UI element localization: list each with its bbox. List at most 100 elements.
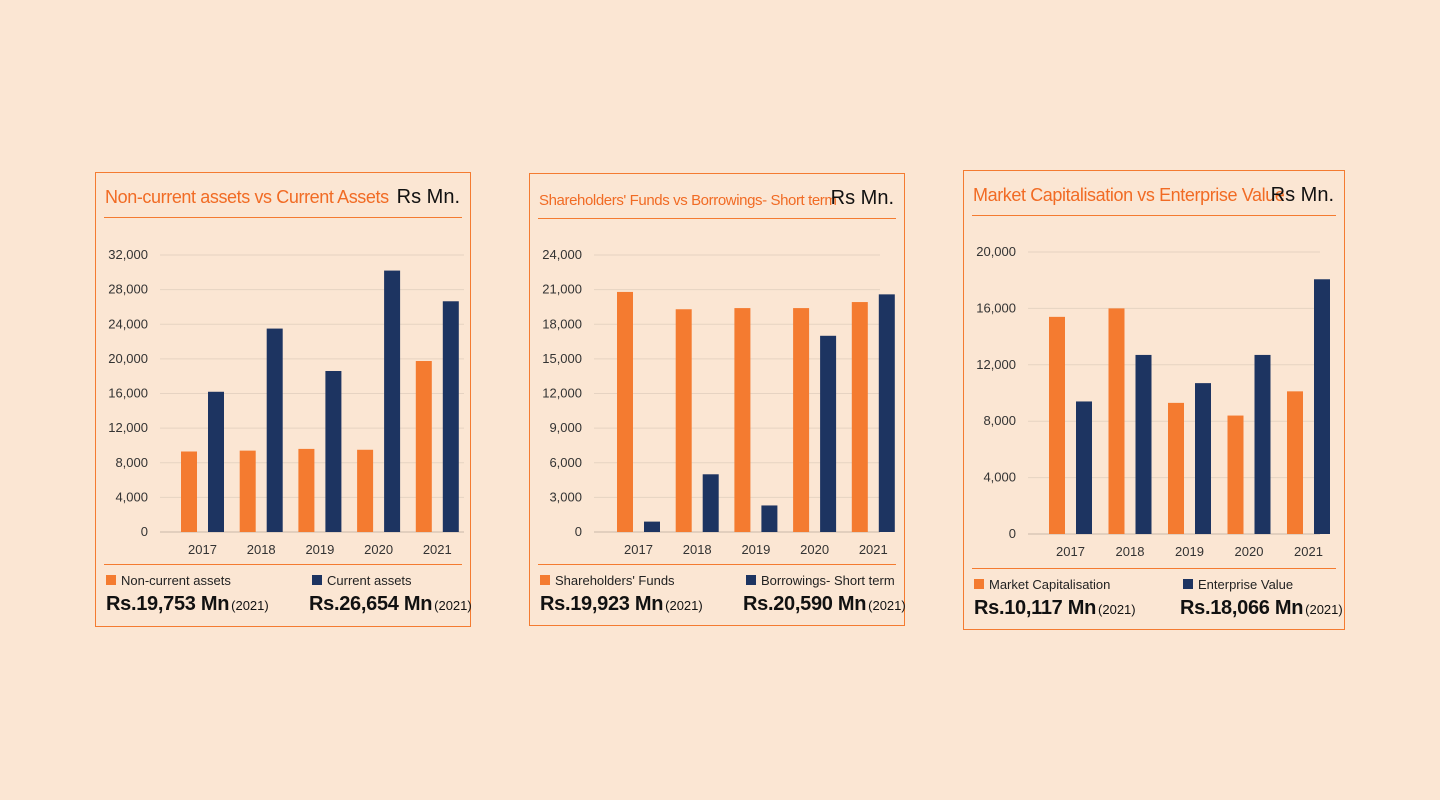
x-tick-label: 2018 [683, 542, 712, 557]
y-tick-label: 0 [575, 524, 582, 539]
y-tick-label: 3,000 [549, 489, 582, 504]
legend-swatch [106, 575, 116, 585]
bar-primary [793, 308, 810, 532]
bar-secondary [878, 294, 895, 532]
x-tick-label: 2018 [1116, 544, 1145, 559]
bar-primary [617, 291, 633, 532]
chart-card-funds: Shareholders' Funds vs Borrowings- Short… [529, 173, 906, 627]
x-tick-label: 2021 [423, 542, 452, 557]
y-tick-label: 32,000 [108, 247, 148, 262]
y-tick-label: 12,000 [976, 357, 1016, 372]
x-tick-label: 2021 [1294, 544, 1323, 559]
card-header: Market Capitalisation vs Enterprise Valu… [972, 171, 1336, 216]
y-tick-label: 16,000 [108, 386, 148, 401]
metric-current-assets: Rs.26,654 Mn (2021) [309, 593, 472, 615]
legend-item-market-capitalisation: Market Capitalisation [974, 577, 1110, 592]
y-tick-label: 24,000 [108, 316, 148, 331]
bar-primary [1168, 402, 1184, 534]
chart-legend: Non-current assets Current assets Rs.19,… [104, 564, 472, 627]
y-tick-label: 12,000 [108, 420, 148, 435]
legend-item-borrowings: Borrowings- Short term [746, 573, 895, 588]
bar-chart-funds: 0 3,000 6,000 9,000 12,000 15,000 18,000 21,000… [542, 247, 895, 557]
bar-primary [734, 308, 751, 532]
legend-swatch [312, 575, 322, 585]
x-tick-label: 2017 [1056, 544, 1085, 559]
x-tick-label: 2017 [624, 542, 653, 557]
y-tick-label: 0 [1009, 526, 1016, 541]
bar-primary [851, 302, 868, 532]
legend-swatch [540, 575, 550, 585]
x-tick-label: 2020 [1235, 544, 1264, 559]
chart-card-market: Market Capitalisation vs Enterprise Valu… [963, 170, 1345, 630]
metric-market-capitalisation: Rs.10,117 Mn (2021) [974, 597, 1136, 619]
x-tick-label: 2019 [305, 542, 334, 557]
chart-card-assets: Non-current assets vs Current Assets Rs … [95, 172, 472, 627]
bar-secondary [702, 474, 719, 532]
y-tick-label: 9,000 [549, 420, 582, 435]
bar-primary [1227, 415, 1244, 534]
x-tick-label: 2020 [364, 542, 393, 557]
bar-secondary [761, 505, 778, 532]
chart-title: Non-current assets vs Current Assets [105, 187, 389, 207]
bar-secondary [1076, 401, 1092, 534]
chart-unit: Rs Mn. [396, 186, 460, 208]
y-tick-label: 0 [141, 524, 148, 539]
y-tick-label: 24,000 [542, 247, 582, 262]
bar-secondary [266, 328, 283, 532]
y-tick-label: 18,000 [542, 316, 582, 331]
legend-item-shareholders-funds: Shareholders' Funds [540, 573, 675, 588]
bar-primary [1049, 316, 1065, 534]
bar-primary [1108, 308, 1125, 534]
bar-primary [1287, 391, 1303, 534]
x-tick-label: 2017 [188, 542, 217, 557]
chart-title: Shareholders' Funds vs Borrowings- Short… [539, 192, 837, 209]
y-tick-label: 6,000 [549, 455, 582, 470]
legend-item-non-current-assets: Non-current assets [106, 573, 231, 588]
x-tick-label: 2021 [859, 542, 888, 557]
x-tick-label: 2020 [800, 542, 829, 557]
bar-secondary [208, 391, 224, 532]
bar-primary [181, 451, 197, 532]
y-tick-label: 8,000 [983, 413, 1016, 428]
legend-swatch [1183, 579, 1193, 589]
legend-item-current-assets: Current assets [312, 573, 412, 588]
bar-secondary [1195, 383, 1211, 534]
legend-swatch [746, 575, 756, 585]
legend-item-enterprise-value: Enterprise Value [1183, 577, 1293, 592]
chart-legend: Market Capitalisation Enterprise Value R… [972, 568, 1343, 631]
bar-chart-assets: 0 4,000 8,000 12,000 16,000 20,000 24,000 28,00… [108, 247, 464, 557]
bar-primary [239, 450, 256, 532]
metric-non-current-assets: Rs.19,753 Mn (2021) [106, 593, 269, 615]
y-tick-label: 20,000 [108, 351, 148, 366]
x-tick-label: 2018 [247, 542, 276, 557]
bar-secondary [384, 270, 401, 532]
bar-primary [415, 361, 432, 532]
y-tick-label: 4,000 [983, 470, 1016, 485]
y-tick-label: 12,000 [542, 386, 582, 401]
bar-secondary [1135, 354, 1152, 534]
bar-primary [298, 448, 315, 532]
chart-legend: Shareholders' Funds Borrowings- Short te… [538, 564, 906, 627]
bar-primary [675, 309, 692, 532]
legend-swatch [974, 579, 984, 589]
y-tick-label: 8,000 [115, 455, 148, 470]
y-tick-label: 21,000 [542, 282, 582, 297]
card-header: Non-current assets vs Current Assets Rs … [104, 173, 462, 218]
metric-enterprise-value: Rs.18,066 Mn (2021) [1180, 597, 1343, 619]
bar-secondary [442, 301, 459, 532]
y-tick-label: 15,000 [542, 351, 582, 366]
bar-secondary [1254, 354, 1271, 534]
y-tick-label: 28,000 [108, 282, 148, 297]
x-tick-label: 2019 [741, 542, 770, 557]
x-tick-label: 2019 [1175, 544, 1204, 559]
metric-borrowings: Rs.20,590 Mn (2021) [743, 593, 906, 615]
y-tick-label: 16,000 [976, 300, 1016, 315]
y-tick-label: 4,000 [115, 489, 148, 504]
metric-shareholders-funds: Rs.19,923 Mn (2021) [540, 593, 703, 615]
bar-primary [357, 449, 374, 532]
y-tick-label: 20,000 [976, 244, 1016, 259]
chart-title: Market Capitalisation vs Enterprise Valu… [973, 185, 1285, 205]
bar-secondary [644, 521, 660, 532]
chart-unit: Rs Mn. [1270, 184, 1334, 206]
bar-chart-market: 0 4,000 8,000 12,000 16,000 20,000 2017 2018 201… [976, 244, 1330, 559]
